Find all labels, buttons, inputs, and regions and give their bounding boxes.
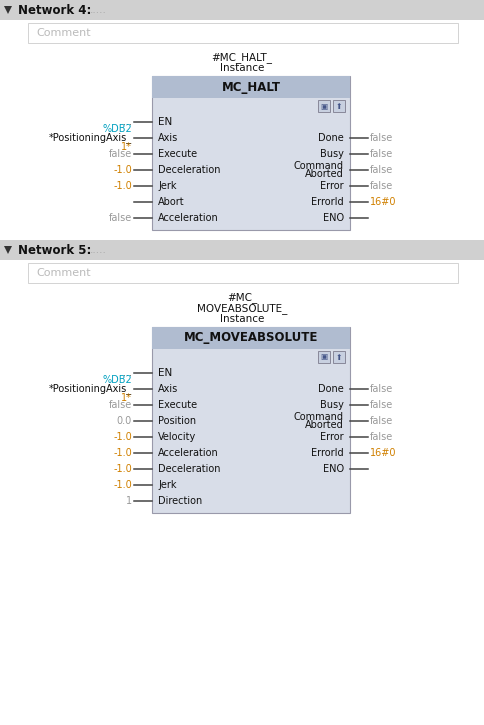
FancyBboxPatch shape (318, 351, 329, 363)
Bar (0, 230, 484, 240)
FancyBboxPatch shape (333, 100, 344, 112)
Text: -1.0: -1.0 (113, 165, 132, 175)
Text: *PositioningAxis_: *PositioningAxis_ (49, 384, 132, 394)
Text: ENO: ENO (322, 464, 343, 474)
Text: Comment: Comment (36, 28, 91, 38)
Text: ENO: ENO (322, 213, 343, 223)
Text: EN: EN (158, 368, 172, 378)
Text: -1.0: -1.0 (113, 464, 132, 474)
Text: ErrorId: ErrorId (311, 448, 343, 458)
Text: Instance: Instance (219, 63, 264, 73)
Text: Jerk: Jerk (158, 480, 176, 490)
Text: ⬆: ⬆ (335, 102, 342, 110)
Text: Error: Error (320, 432, 343, 442)
Text: Network 5:: Network 5: (18, 244, 91, 257)
Text: Jerk: Jerk (158, 181, 176, 191)
Text: Position: Position (158, 416, 196, 426)
Text: false: false (369, 165, 393, 175)
Text: Error: Error (320, 181, 343, 191)
Text: 1*: 1* (121, 142, 132, 152)
Bar (0, 20, 484, 46)
Text: EN: EN (158, 117, 172, 127)
Text: false: false (108, 213, 132, 223)
Text: 0.0: 0.0 (117, 416, 132, 426)
Text: false: false (369, 432, 393, 442)
Text: Abort: Abort (158, 197, 184, 207)
Text: false: false (108, 149, 132, 159)
Text: Network 4:: Network 4: (18, 4, 91, 17)
FancyBboxPatch shape (318, 100, 329, 112)
Text: false: false (369, 181, 393, 191)
Text: 1: 1 (126, 496, 132, 506)
Text: Velocity: Velocity (158, 432, 196, 442)
Text: Direction: Direction (158, 496, 202, 506)
Text: ▣: ▣ (320, 102, 327, 110)
FancyBboxPatch shape (333, 351, 344, 363)
Text: false: false (369, 400, 393, 410)
Text: Axis: Axis (158, 133, 178, 143)
Text: %DB2: %DB2 (102, 375, 132, 385)
Text: false: false (369, 416, 393, 426)
Text: ...: ... (123, 368, 132, 378)
Text: Done: Done (318, 133, 343, 143)
Bar (151, 76, 349, 98)
Text: false: false (369, 133, 393, 143)
Text: %DB2: %DB2 (102, 124, 132, 134)
Bar (0, 260, 484, 286)
Text: Axis: Axis (158, 384, 178, 394)
Polygon shape (4, 6, 12, 14)
Bar (0, 0, 484, 20)
Text: Aborted: Aborted (304, 420, 343, 430)
Text: MC_MOVEABSOLUTE: MC_MOVEABSOLUTE (183, 331, 318, 344)
Text: Done: Done (318, 384, 343, 394)
Text: ErrorId: ErrorId (311, 197, 343, 207)
FancyBboxPatch shape (28, 263, 457, 283)
Text: Command: Command (293, 412, 343, 422)
Text: false: false (369, 149, 393, 159)
Text: -1.0: -1.0 (113, 181, 132, 191)
Bar (151, 327, 349, 349)
Text: MC_HALT: MC_HALT (221, 80, 280, 94)
Polygon shape (4, 246, 12, 254)
Bar (0, 240, 484, 260)
Text: .....: ..... (90, 5, 106, 15)
Text: 1*: 1* (121, 393, 132, 403)
Bar (151, 327, 349, 513)
Text: Aborted: Aborted (304, 169, 343, 179)
FancyBboxPatch shape (28, 23, 457, 43)
Text: false: false (369, 384, 393, 394)
Text: Comment: Comment (36, 268, 91, 278)
Text: -1.0: -1.0 (113, 448, 132, 458)
Text: #MC_: #MC_ (227, 292, 257, 303)
Text: .....: ..... (90, 245, 106, 255)
Text: -1.0: -1.0 (113, 432, 132, 442)
Bar (0, 513, 484, 523)
Text: ⬆: ⬆ (335, 352, 342, 362)
Text: #MC_HALT_: #MC_HALT_ (211, 52, 272, 63)
Text: *PositioningAxis_: *PositioningAxis_ (49, 133, 132, 144)
Text: Deceleration: Deceleration (158, 165, 220, 175)
Text: Execute: Execute (158, 400, 197, 410)
Text: Acceleration: Acceleration (158, 448, 218, 458)
Text: Busy: Busy (319, 400, 343, 410)
Text: ▣: ▣ (320, 352, 327, 362)
Text: Acceleration: Acceleration (158, 213, 218, 223)
Text: 16#0: 16#0 (369, 197, 396, 207)
Text: Execute: Execute (158, 149, 197, 159)
Text: ...: ... (123, 117, 132, 127)
Text: Deceleration: Deceleration (158, 464, 220, 474)
Text: Busy: Busy (319, 149, 343, 159)
Text: -1.0: -1.0 (113, 480, 132, 490)
Text: false: false (108, 400, 132, 410)
Bar (151, 76, 349, 230)
Text: MOVEABSOLUTE_: MOVEABSOLUTE_ (197, 303, 287, 314)
Text: Instance: Instance (219, 314, 264, 324)
Text: Command: Command (293, 161, 343, 171)
Bar (0, 523, 484, 725)
Text: 16#0: 16#0 (369, 448, 396, 458)
